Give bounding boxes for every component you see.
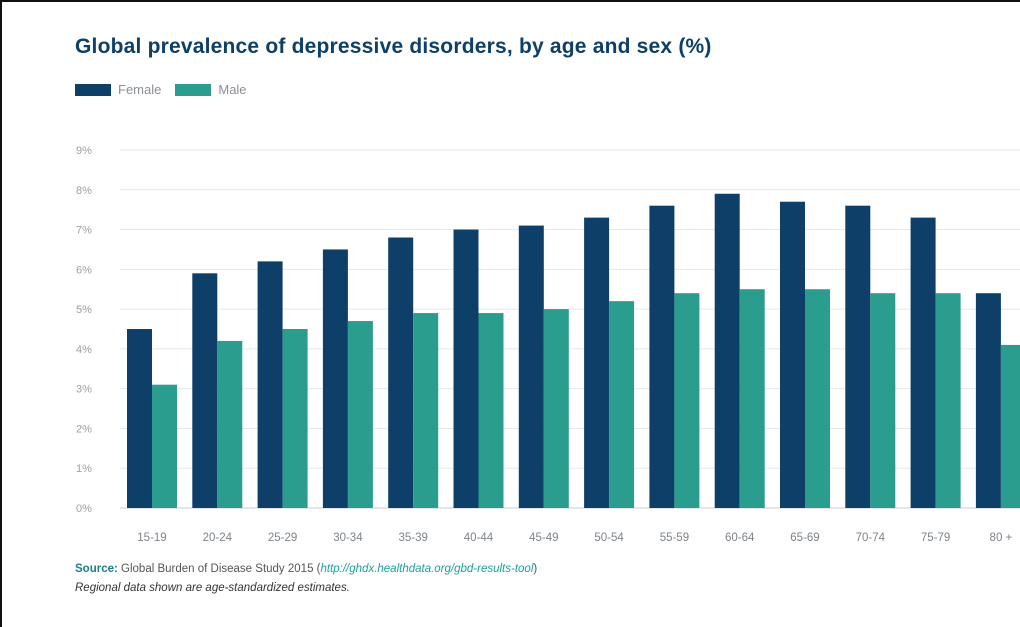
bar-female-80 xyxy=(975,293,1001,508)
bar-male-60-64 xyxy=(739,289,765,508)
legend-swatch-female xyxy=(75,83,111,96)
y-tick-label: 4% xyxy=(76,344,92,356)
bar-female-55-59 xyxy=(649,205,675,508)
bar-female-25-29 xyxy=(257,261,283,508)
bar-male-20-24 xyxy=(217,340,243,508)
bar-female-50-54 xyxy=(584,217,610,508)
y-tick-label: 8% xyxy=(76,185,92,197)
bar-female-45-49 xyxy=(518,225,544,509)
legend-label-male: Male xyxy=(218,82,247,97)
y-tick-label: 5% xyxy=(76,304,92,316)
bar-male-80 xyxy=(1000,344,1020,508)
bar-female-30-34 xyxy=(322,249,348,508)
bar-female-40-44 xyxy=(453,229,479,509)
y-tick-label: 1% xyxy=(76,463,92,475)
chart-title: Global prevalence of depressive disorder… xyxy=(75,35,712,58)
y-tick-label: 0% xyxy=(76,503,92,515)
x-tick-label: 60-64 xyxy=(725,532,755,544)
x-tick-label: 65-69 xyxy=(790,532,819,544)
y-axis-ticks: 0% 1% 2% 3% 4% 5% 6% 7% 8% 9% xyxy=(76,145,92,515)
x-tick-label: 25-29 xyxy=(268,532,297,544)
source-line: Source: Global Burden of Disease Study 2… xyxy=(75,563,537,575)
x-tick-label: 40-44 xyxy=(464,532,494,544)
note-line: Regional data shown are age-standardized… xyxy=(75,582,350,594)
bar-male-35-39 xyxy=(413,313,439,508)
bar-male-45-49 xyxy=(543,309,569,508)
x-tick-label: 35-39 xyxy=(398,532,427,544)
bar-male-25-29 xyxy=(282,329,308,508)
bar-male-40-44 xyxy=(478,313,504,508)
bar-female-60-64 xyxy=(714,193,740,508)
bar-female-15-19 xyxy=(127,329,152,508)
bar-male-50-54 xyxy=(609,301,635,508)
x-tick-label: 50-54 xyxy=(594,532,624,544)
y-tick-label: 2% xyxy=(76,423,92,435)
x-tick-label: 80 + xyxy=(990,532,1013,544)
bar-female-20-24 xyxy=(192,273,218,508)
bar-male-75-79 xyxy=(935,293,961,508)
source-text: Global Burden of Disease Study 2015 ( xyxy=(121,563,321,575)
bar-female-75-79 xyxy=(910,217,936,508)
bars xyxy=(127,193,1020,509)
legend: Female Male xyxy=(75,82,261,97)
x-tick-label: 15-19 xyxy=(137,532,166,544)
x-tick-label: 55-59 xyxy=(660,532,689,544)
y-tick-label: 3% xyxy=(76,384,92,396)
bar-male-15-19 xyxy=(152,384,177,508)
legend-item-female: Female xyxy=(75,82,161,97)
bar-female-70-74 xyxy=(845,205,871,508)
x-axis-ticks: 15-19 20-24 25-29 30-34 35-39 40-44 45-49 50-54… xyxy=(137,532,1012,544)
bar-male-70-74 xyxy=(870,293,896,508)
bar-male-55-59 xyxy=(674,293,700,508)
x-tick-label: 20-24 xyxy=(203,532,233,544)
x-tick-label: 75-79 xyxy=(921,532,950,544)
legend-swatch-male xyxy=(175,83,212,96)
y-tick-label: 9% xyxy=(76,145,92,157)
bar-male-65-69 xyxy=(805,289,830,508)
legend-label-female: Female xyxy=(118,82,162,97)
source-label: Source: xyxy=(75,563,118,575)
y-tick-label: 7% xyxy=(76,225,92,237)
x-tick-label: 30-34 xyxy=(333,532,363,544)
y-tick-label: 6% xyxy=(76,264,92,276)
bar-male-30-34 xyxy=(347,321,373,508)
source-close: ) xyxy=(533,563,538,575)
x-tick-label: 45-49 xyxy=(529,532,558,544)
legend-item-male: Male xyxy=(175,82,247,97)
bar-female-35-39 xyxy=(388,237,414,508)
x-tick-label: 70-74 xyxy=(856,532,886,544)
source-url[interactable]: http://ghdx.healthdata.org/gbd-results-t… xyxy=(320,563,534,575)
bar-female-65-69 xyxy=(780,201,805,508)
